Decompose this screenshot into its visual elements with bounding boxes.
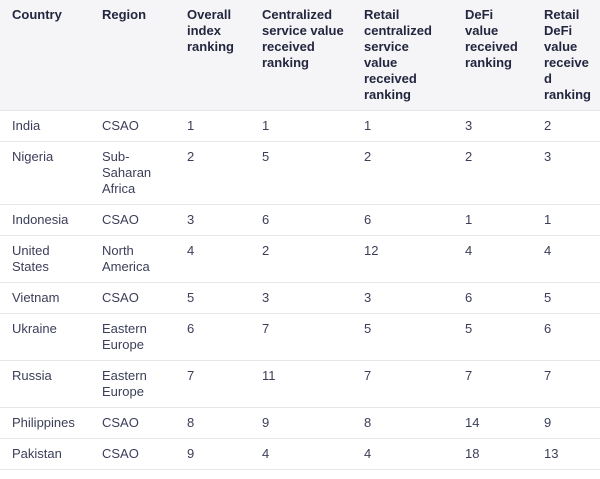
table-cell: 1 xyxy=(352,110,453,142)
table-cell: 3 xyxy=(250,282,352,314)
table-cell: 13 xyxy=(532,438,600,470)
table-cell: 2 xyxy=(250,235,352,283)
table-cell: 1 xyxy=(250,110,352,142)
table-row: Vietnam CSAO 5 3 3 6 5 xyxy=(0,282,600,314)
table-cell: 6 xyxy=(532,313,600,361)
column-header: Region xyxy=(90,0,175,111)
table-cell: Russia xyxy=(0,360,90,408)
table-cell: 6 xyxy=(352,204,453,236)
table-row: Ukraine Eastern Europe 6 7 5 5 6 xyxy=(0,313,600,361)
table-cell: CSAO xyxy=(90,282,175,314)
column-header: Retail DeFi value received ranking xyxy=(532,0,600,111)
table-cell: 5 xyxy=(250,141,352,205)
column-header: Retail centralized service value receive… xyxy=(352,0,453,111)
table-row: Russia Eastern Europe 7 11 7 7 7 xyxy=(0,360,600,408)
table-cell: 9 xyxy=(250,407,352,439)
table-cell: Sub-Saharan Africa xyxy=(90,141,175,205)
table-cell: 7 xyxy=(352,360,453,408)
table-cell: Brazil xyxy=(0,469,90,479)
table-cell: 3 xyxy=(175,204,250,236)
table-cell: Eastern Europe xyxy=(90,360,175,408)
table-cell: 4 xyxy=(250,438,352,470)
table-cell: 4 xyxy=(175,235,250,283)
table-row: Pakistan CSAO 9 4 4 18 13 xyxy=(0,438,600,470)
table-cell: CSAO xyxy=(90,438,175,470)
table-cell: 1 xyxy=(175,110,250,142)
table-cell: 4 xyxy=(352,438,453,470)
table-cell: Eastern Europe xyxy=(90,313,175,361)
column-header: Country xyxy=(0,0,90,111)
table-cell: 1 xyxy=(532,204,600,236)
table-cell: 5 xyxy=(532,282,600,314)
table-cell: 10 xyxy=(352,469,453,479)
table-cell: Indonesia xyxy=(0,204,90,236)
table-cell: 5 xyxy=(453,313,532,361)
table-cell: 2 xyxy=(175,141,250,205)
table-cell: 9 xyxy=(175,438,250,470)
table-row: BrazilLATAM108101014 xyxy=(0,469,600,479)
table-cell: 7 xyxy=(453,360,532,408)
table-cell: 7 xyxy=(532,360,600,408)
table-cell: 3 xyxy=(453,110,532,142)
table-cell: 12 xyxy=(352,235,453,283)
table-cell: Ukraine xyxy=(0,313,90,361)
table-cell: Nigeria xyxy=(0,141,90,205)
table-cell: 10 xyxy=(175,469,250,479)
table-row: Indonesia CSAO 3 6 6 1 1 xyxy=(0,204,600,236)
table-cell: 14 xyxy=(532,469,600,479)
table-cell: 11 xyxy=(250,360,352,408)
table-cell: 4 xyxy=(453,235,532,283)
table-row: United States North America 4 2 12 4 4 xyxy=(0,235,600,283)
table-cell: 9 xyxy=(532,407,600,439)
table-cell: 7 xyxy=(250,313,352,361)
table-row: Nigeria Sub-Saharan Africa 2 5 2 2 3 xyxy=(0,141,600,205)
table-cell: 7 xyxy=(175,360,250,408)
table-row: India CSAO 1 1 1 3 2 xyxy=(0,110,600,142)
table-cell: United States xyxy=(0,235,90,283)
table-cell: 8 xyxy=(250,469,352,479)
table-cell: 6 xyxy=(250,204,352,236)
table-cell: 5 xyxy=(175,282,250,314)
table-cell: Pakistan xyxy=(0,438,90,470)
table-cell: CSAO xyxy=(90,204,175,236)
table-cell: 2 xyxy=(532,110,600,142)
table-cell: 5 xyxy=(352,313,453,361)
table-cell: 6 xyxy=(175,313,250,361)
table-cell: 2 xyxy=(352,141,453,205)
table-cell: Vietnam xyxy=(0,282,90,314)
table-cell: 4 xyxy=(532,235,600,283)
column-header: Centralized service value received ranki… xyxy=(250,0,352,111)
table-cell: 3 xyxy=(532,141,600,205)
table-cell: North America xyxy=(90,235,175,283)
column-header: Overall index ranking xyxy=(175,0,250,111)
table-cell: Philippines xyxy=(0,407,90,439)
table-cell: LATAM xyxy=(90,469,175,479)
table-cell: 2 xyxy=(453,141,532,205)
column-header: DeFi value received ranking xyxy=(453,0,532,111)
table-cell: 18 xyxy=(453,438,532,470)
table-cell: 3 xyxy=(352,282,453,314)
header-row: Country Region Overall index ranking Centra… xyxy=(0,0,600,111)
table-cell: 10 xyxy=(453,469,532,479)
table-cell: 14 xyxy=(453,407,532,439)
table-cell: 1 xyxy=(453,204,532,236)
table-row: Philippines CSAO 8 9 8 14 9 xyxy=(0,407,600,439)
table-cell: CSAO xyxy=(90,110,175,142)
table-cell: 8 xyxy=(352,407,453,439)
table-cell: India xyxy=(0,110,90,142)
table-cell: 8 xyxy=(175,407,250,439)
table-cell: 6 xyxy=(453,282,532,314)
table-cell: CSAO xyxy=(90,407,175,439)
table-body: India CSAO 1 1 1 3 2 Nigeria Sub-Saharan Africa 2… xyxy=(0,110,600,479)
